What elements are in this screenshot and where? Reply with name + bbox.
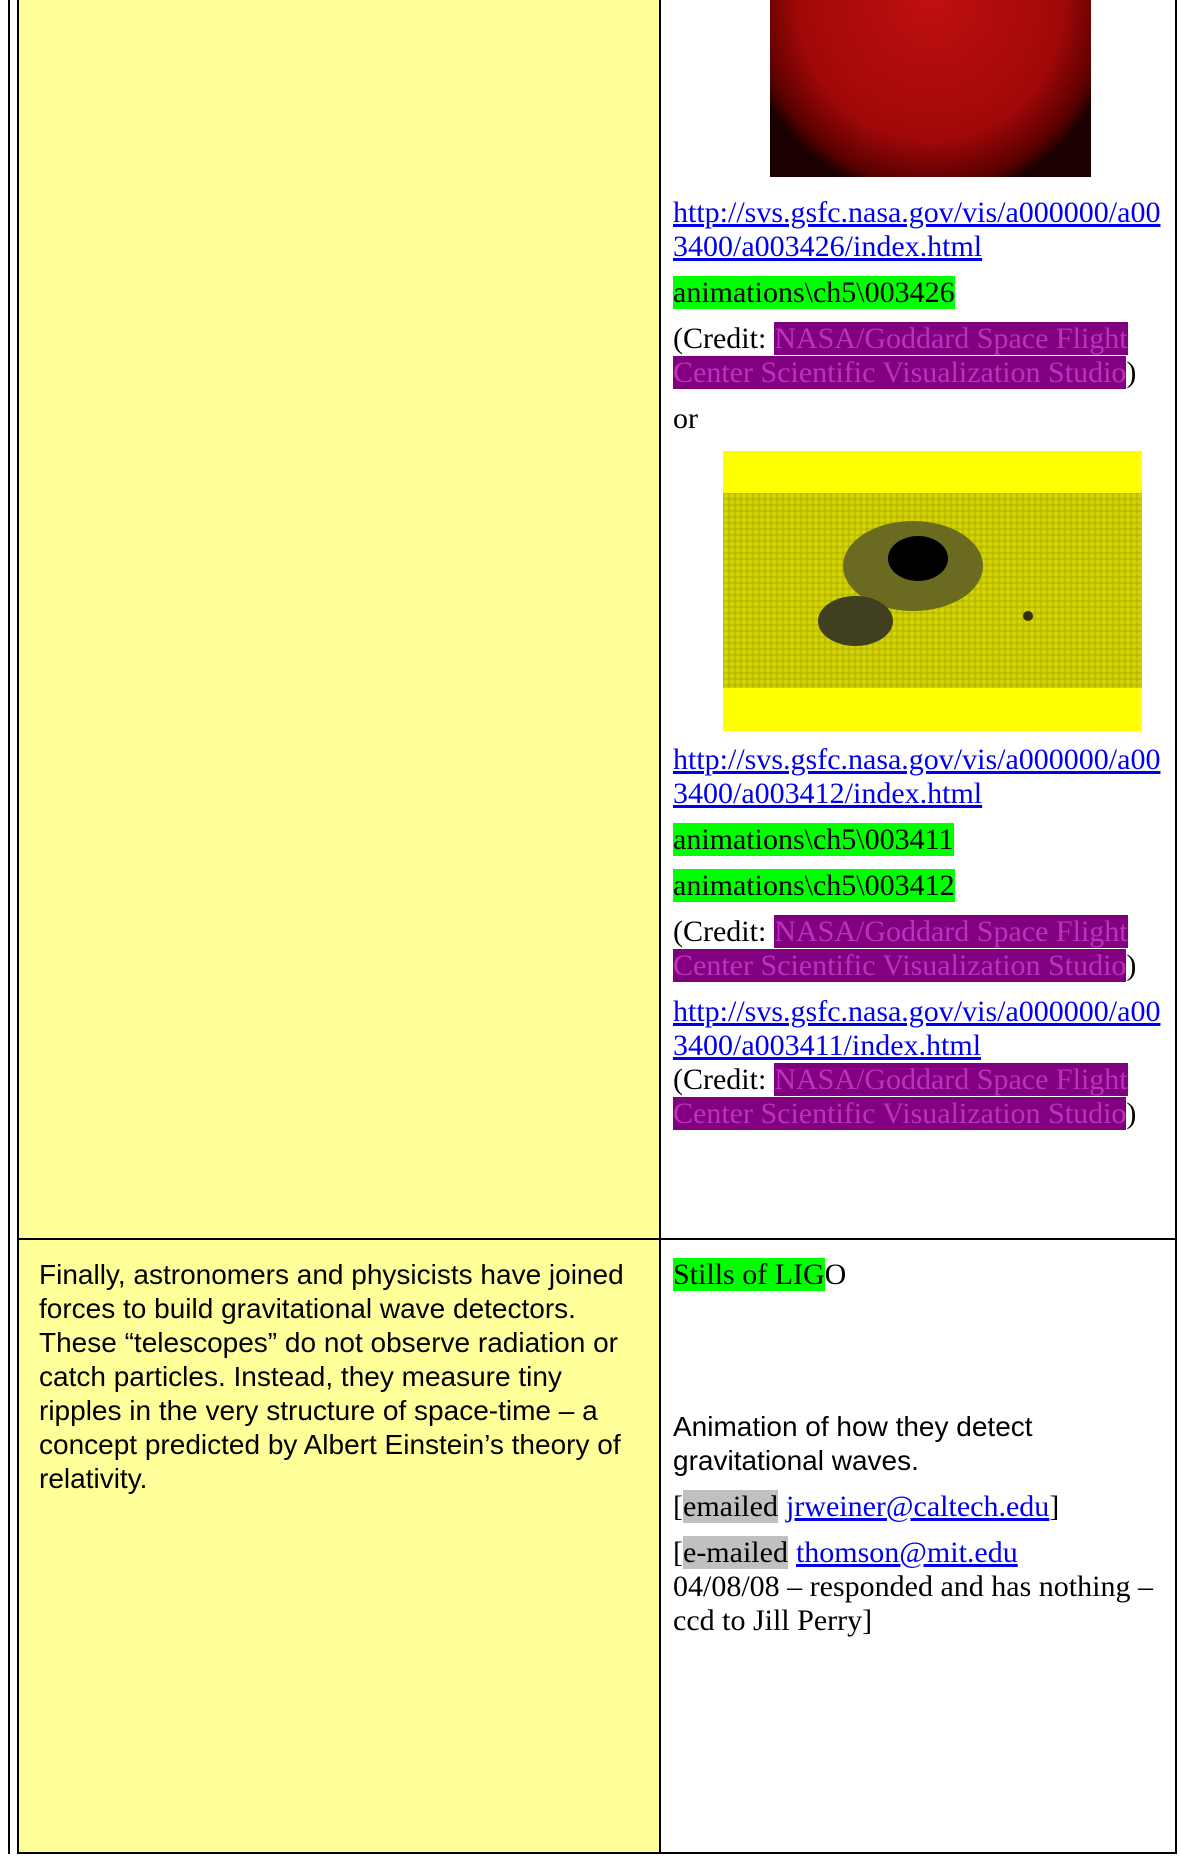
note: emailed (683, 1490, 778, 1523)
paragraph: [e-mailed thomson@mit.edu 04/08/08 – respo… (673, 1536, 1163, 1638)
sun-image (770, 0, 1091, 177)
credit: (Credit: (673, 322, 767, 355)
bracket: [ (673, 1536, 683, 1569)
file-path: animations\ch5\003411 (673, 823, 954, 856)
paragraph: http://svs.gsfc.nasa.gov/vis/a000000/a00… (673, 743, 1163, 811)
credit: (Credit: (673, 915, 767, 948)
frame (8, 0, 1181, 1854)
link[interactable]: http://svs.gsfc.nasa.gov/vis/a000000/a00… (673, 995, 1161, 1062)
file-path: animations\ch5\003412 (673, 869, 955, 902)
bracket: ] (1049, 1490, 1060, 1523)
paragraph: http://svs.gsfc.nasa.gov/vis/a000000/a00… (673, 995, 1163, 1063)
spot (1023, 611, 1033, 621)
note: e-mailed (683, 1536, 788, 1569)
cell (17, 0, 661, 1240)
bracket: [ (673, 1490, 683, 1523)
file-path: animations\ch5\003426 (673, 276, 955, 309)
text: or (673, 402, 698, 435)
credit: ) (1126, 356, 1137, 389)
cell: Stills of LIGO Animation of how they det… (659, 1238, 1177, 1854)
email-link[interactable]: jrweiner@caltech.edu (785, 1490, 1050, 1523)
link[interactable]: http://svs.gsfc.nasa.gov/vis/a000000/a00… (673, 743, 1161, 810)
credit-org: NASA/Goddard Space Flight Center Scienti… (673, 915, 1128, 982)
text: 04/08/08 – responded and has nothing – c… (673, 1570, 1153, 1637)
credit: ) (1126, 1097, 1137, 1130)
paragraph: http://svs.gsfc.nasa.gov/vis/a000000/a00… (673, 196, 1163, 264)
email-link[interactable]: thomson@mit.edu (795, 1536, 1018, 1569)
paragraph: or (673, 402, 1163, 436)
cell: Finally, astronomers and physicists have… (17, 1238, 661, 1854)
spot (818, 596, 893, 646)
paragraph: Animation of how they detect gravitation… (673, 1410, 1163, 1478)
sunspot-image (723, 451, 1142, 731)
text: Animation of how they detect gravitation… (673, 1411, 1033, 1476)
credit: ) (1126, 949, 1137, 982)
paragraph: animations\ch5\003411 (673, 823, 1163, 857)
paragraph: [emailed jrweiner@caltech.edu] (673, 1490, 1163, 1524)
text: O (824, 1258, 847, 1291)
paragraph: animations\ch5\003426 (673, 276, 1163, 310)
paragraph: (Credit: NASA/Goddard Space Flight Center… (673, 915, 1163, 983)
link[interactable]: http://svs.gsfc.nasa.gov/vis/a000000/a00… (673, 196, 1161, 263)
credit-org: NASA/Goddard Space Flight Center Scienti… (673, 322, 1128, 389)
cell: http://svs.gsfc.nasa.gov/vis/a000000/a00… (659, 0, 1177, 1240)
highlight: Stills of LIG (673, 1258, 825, 1291)
paragraph: Stills of LIGO (673, 1258, 1163, 1292)
paragraph: animations\ch5\003412 (673, 869, 1163, 903)
credit: (Credit: (673, 1063, 767, 1096)
paragraph: (Credit: NASA/Goddard Space Flight Center… (673, 1063, 1163, 1131)
paragraph: (Credit: NASA/Goddard Space Flight Center… (673, 322, 1163, 390)
spot (888, 536, 948, 581)
paragraph: Finally, astronomers and physicists have… (39, 1259, 624, 1494)
